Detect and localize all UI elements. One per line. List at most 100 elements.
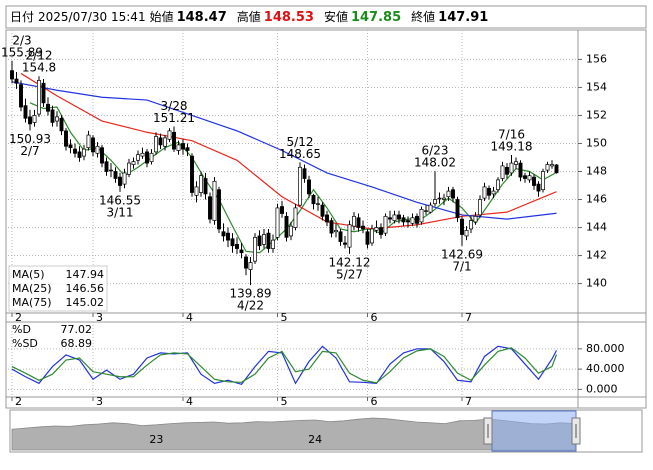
candle-body <box>118 176 122 186</box>
candle-body <box>176 144 181 151</box>
candle-body <box>361 225 365 230</box>
candle-body <box>266 232 271 249</box>
candle-body <box>509 162 514 174</box>
annotation-date: 3/11 <box>107 205 134 219</box>
candle-body <box>370 228 374 244</box>
annotation-value: 146.55 <box>99 193 141 207</box>
candle-body <box>356 217 361 228</box>
legend-value: 146.56 <box>66 282 105 295</box>
candle-body <box>10 70 14 80</box>
candle-body <box>275 207 280 238</box>
legend-box <box>8 265 108 312</box>
high-label: 高値 <box>237 9 261 24</box>
candle-body <box>473 215 478 223</box>
navigator-label: 24 <box>308 433 322 446</box>
candle-body <box>109 169 113 172</box>
annotation-value: 142.69 <box>441 247 483 261</box>
annotation-date: 5/27 <box>336 267 363 281</box>
x-tick-label: 6 <box>371 311 378 324</box>
low-label: 安値 <box>324 9 348 24</box>
candle-body <box>127 162 131 175</box>
candle-body <box>514 161 518 165</box>
candle-body <box>293 207 298 228</box>
candle-body <box>455 199 460 219</box>
candle-body <box>419 208 424 223</box>
candle-body <box>451 189 455 199</box>
candle-body <box>73 148 77 154</box>
close-label: 終値 <box>411 9 435 24</box>
annotation-value: 154.8 <box>22 61 56 75</box>
candle-body <box>464 229 469 237</box>
y-tick-label: 140 <box>586 277 607 290</box>
candle-body <box>82 148 86 157</box>
candle-body <box>392 214 397 221</box>
candle-body <box>424 210 428 212</box>
candle-body <box>239 249 244 254</box>
legend-value: 145.02 <box>66 296 105 309</box>
annotation-value: 142.12 <box>329 255 371 269</box>
candle-body <box>527 175 532 181</box>
candle-body <box>343 242 347 245</box>
y-tick-label: 148 <box>586 165 607 178</box>
candle-body <box>523 175 527 179</box>
x-tick-label: 5 <box>281 395 288 408</box>
candle-body <box>469 220 473 230</box>
annotation-date: 2/12 <box>26 49 53 63</box>
annotation-date: 7/16 <box>498 127 525 141</box>
candle-body <box>298 166 302 206</box>
annotation-date: 6/23 <box>422 144 449 158</box>
candle-body <box>383 215 388 234</box>
candle-body <box>91 137 95 153</box>
candle-body <box>374 227 379 231</box>
candle-body <box>446 190 451 198</box>
y-tick-label: 152 <box>586 108 607 121</box>
candle-body <box>482 186 487 199</box>
legend-value: 68.89 <box>61 337 93 350</box>
candle-body <box>185 147 190 151</box>
annotation-value: 149.18 <box>491 139 533 153</box>
candle-body <box>491 190 496 195</box>
candle-body <box>248 262 253 270</box>
candle-body <box>158 137 163 146</box>
x-tick-label: 2 <box>15 311 22 324</box>
legend-name: MA(75) <box>12 296 52 309</box>
candle-body <box>172 131 176 150</box>
candle-body <box>334 229 338 233</box>
candle-body <box>307 179 311 195</box>
candle-body <box>221 231 226 237</box>
oscillator-line <box>11 347 558 384</box>
candle-body <box>203 178 208 195</box>
legend-name: %SD <box>12 337 38 350</box>
candle-body <box>316 203 320 205</box>
x-tick-label: 3 <box>96 395 103 408</box>
candle-body <box>415 215 419 224</box>
annotation-value: 151.21 <box>153 111 195 125</box>
candle-body <box>23 105 28 119</box>
candle-body <box>154 136 158 153</box>
candle-body <box>437 197 442 200</box>
candle-body <box>410 217 415 224</box>
annotation-value: 148.02 <box>414 156 456 170</box>
candle-body <box>226 232 230 241</box>
candle-body <box>442 197 446 200</box>
annotation-date: 5/12 <box>287 135 314 149</box>
y-tick-label: 142 <box>586 249 607 262</box>
candle-body <box>365 231 370 245</box>
candle-body <box>284 215 289 238</box>
x-tick-label: 5 <box>281 311 288 324</box>
candle-body <box>167 130 172 140</box>
candle-body <box>230 238 235 247</box>
y-tick-label: 144 <box>586 221 607 234</box>
annotation-date: 3/28 <box>161 99 188 113</box>
candle-body <box>397 214 401 220</box>
candle-body <box>235 244 239 249</box>
candle-body <box>86 134 91 149</box>
candle-body <box>271 239 275 249</box>
candle-body <box>550 164 554 167</box>
x-tick-label: 4 <box>186 311 193 324</box>
candle-body <box>140 152 145 157</box>
annotation-value: 139.89 <box>230 287 272 301</box>
candle-body <box>320 204 325 217</box>
